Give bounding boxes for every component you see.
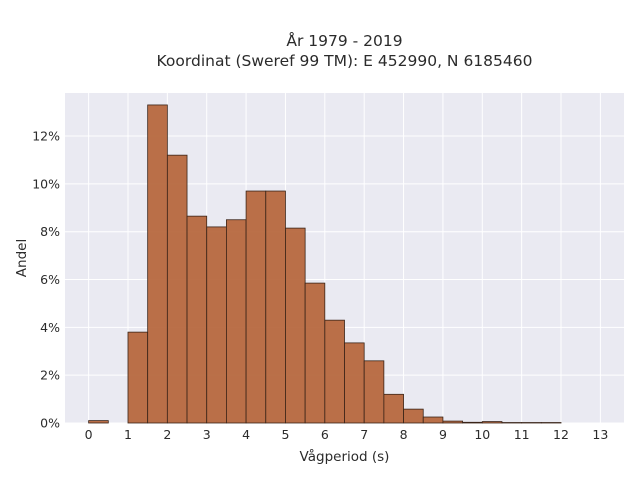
x-tick-label: 13: [592, 427, 608, 442]
x-tick-label: 8: [400, 427, 408, 442]
histogram-bar: [364, 361, 384, 423]
histogram-bar: [89, 421, 109, 423]
x-axis-label: Vågperiod (s): [300, 448, 390, 465]
y-axis-label: Andel: [14, 239, 30, 277]
histogram-bar: [187, 216, 207, 423]
y-tick-label: 4%: [40, 320, 60, 335]
y-tick-labels: 0% 2% 4% 6% 8% 10% 12%: [32, 129, 60, 431]
x-tick-label: 10: [474, 427, 490, 442]
histogram-bar: [285, 228, 305, 423]
histogram-bar: [482, 422, 502, 423]
y-tick-label: 10%: [32, 176, 60, 191]
histogram-bar: [404, 409, 424, 423]
histogram-bar: [207, 227, 227, 423]
histogram-bar: [463, 422, 483, 423]
x-tick-label: 2: [163, 427, 171, 442]
histogram-bar: [148, 105, 168, 423]
y-tick-label: 2%: [40, 368, 60, 383]
histogram-bar: [246, 191, 266, 423]
x-tick-label: 4: [242, 427, 250, 442]
x-tick-label: 5: [281, 427, 289, 442]
chart-title-line-1: År 1979 - 2019: [286, 31, 402, 50]
histogram-bar: [345, 343, 365, 423]
histogram-bar: [266, 191, 286, 423]
histogram-bar: [384, 394, 404, 423]
histogram-bar: [167, 155, 187, 423]
x-tick-label: 1: [124, 427, 132, 442]
y-tick-label: 0%: [40, 416, 60, 431]
x-tick-label: 7: [360, 427, 368, 442]
x-tick-label: 3: [203, 427, 211, 442]
chart-title-line-2: Koordinat (Sweref 99 TM): E 452990, N 61…: [157, 52, 533, 70]
histogram-bar: [305, 283, 325, 423]
x-tick-label: 11: [514, 427, 530, 442]
x-tick-label: 6: [321, 427, 329, 442]
x-tick-label: 12: [553, 427, 569, 442]
x-tick-label: 0: [85, 427, 93, 442]
histogram-bar: [443, 421, 463, 423]
histogram-bar: [128, 332, 148, 423]
y-tick-label: 8%: [40, 224, 60, 239]
histogram-bar: [423, 417, 443, 423]
histogram-bar: [325, 320, 345, 423]
x-tick-label: 9: [439, 427, 447, 442]
histogram-bar: [226, 220, 246, 423]
y-tick-label: 12%: [32, 129, 60, 144]
y-tick-label: 6%: [40, 272, 60, 287]
